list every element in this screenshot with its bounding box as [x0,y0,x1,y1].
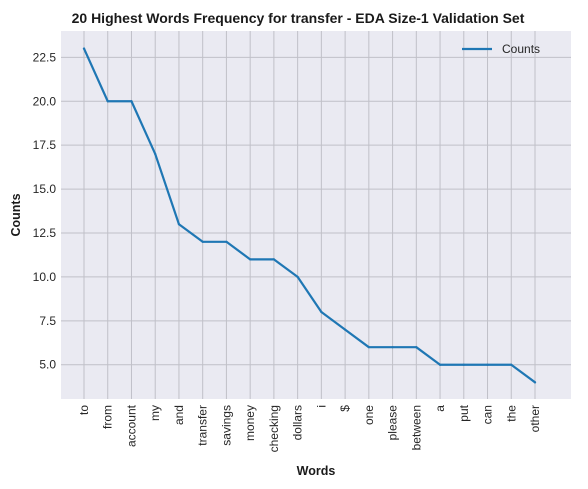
y-axis-title: Counts [9,193,23,236]
data-point [154,152,157,156]
x-tick-label: checking [267,405,281,452]
x-tick-label: please [386,405,400,441]
y-tick-label: 12.5 [33,226,57,240]
x-tick-label: one [362,405,376,425]
data-point [177,223,181,226]
x-tick-label: transfer [196,405,210,446]
data-point [510,363,513,366]
series-layer [82,47,537,384]
x-tick-label: $ [338,405,352,412]
chart-title: 20 Highest Words Frequency for transfer … [72,10,525,26]
y-tick-label: 17.5 [33,138,57,152]
x-axis-title: Words [297,464,336,478]
data-point [533,381,537,384]
y-tick-label: 15.0 [33,182,57,196]
data-point [462,363,465,366]
legend-label: Counts [502,42,540,56]
x-tick-label: my [148,405,162,421]
x-tick-label: dollars [291,405,305,440]
data-point [106,100,109,103]
y-tick-label: 7.5 [39,314,56,328]
legend: Counts [462,42,540,56]
data-point [391,346,394,349]
plot-area [61,31,571,399]
y-tick-label: 22.5 [33,50,57,64]
data-point [486,363,489,366]
series-line-counts [82,47,537,384]
data-point [272,258,275,261]
x-tick-label: and [172,405,186,425]
y-tick-label: 5.0 [39,358,56,372]
x-tick-label: other [528,405,542,432]
x-tick-label: savings [219,405,233,446]
data-point [225,240,228,243]
x-tick-label: money [243,405,257,441]
x-tick-label: put [457,404,471,421]
x-tick-label: from [101,405,115,429]
data-point [367,346,370,349]
x-tick-label: can [481,405,495,424]
x-tick-label: between [409,405,423,450]
y-tick-label: 20.0 [33,94,57,108]
data-point [296,275,299,279]
x-tick-label: the [504,405,518,422]
grid-lines [61,31,571,399]
data-point [344,328,347,331]
x-tick-label: to [77,405,91,415]
data-point [249,258,252,261]
x-axis-ticks: to from account my and transfer savings money ch… [77,404,542,452]
x-tick-label: i [314,405,328,408]
x-tick-label: account [124,404,138,447]
y-tick-label: 10.0 [33,270,57,284]
data-point [438,363,442,366]
data-point [201,240,204,243]
data-point [130,100,133,103]
data-point [82,47,86,50]
data-point [415,346,418,349]
data-point [320,310,323,314]
y-axis-ticks: 5.0 7.5 10.0 12.5 15.0 17.5 20.0 22.5 [33,50,57,371]
x-tick-label: a [433,405,447,412]
